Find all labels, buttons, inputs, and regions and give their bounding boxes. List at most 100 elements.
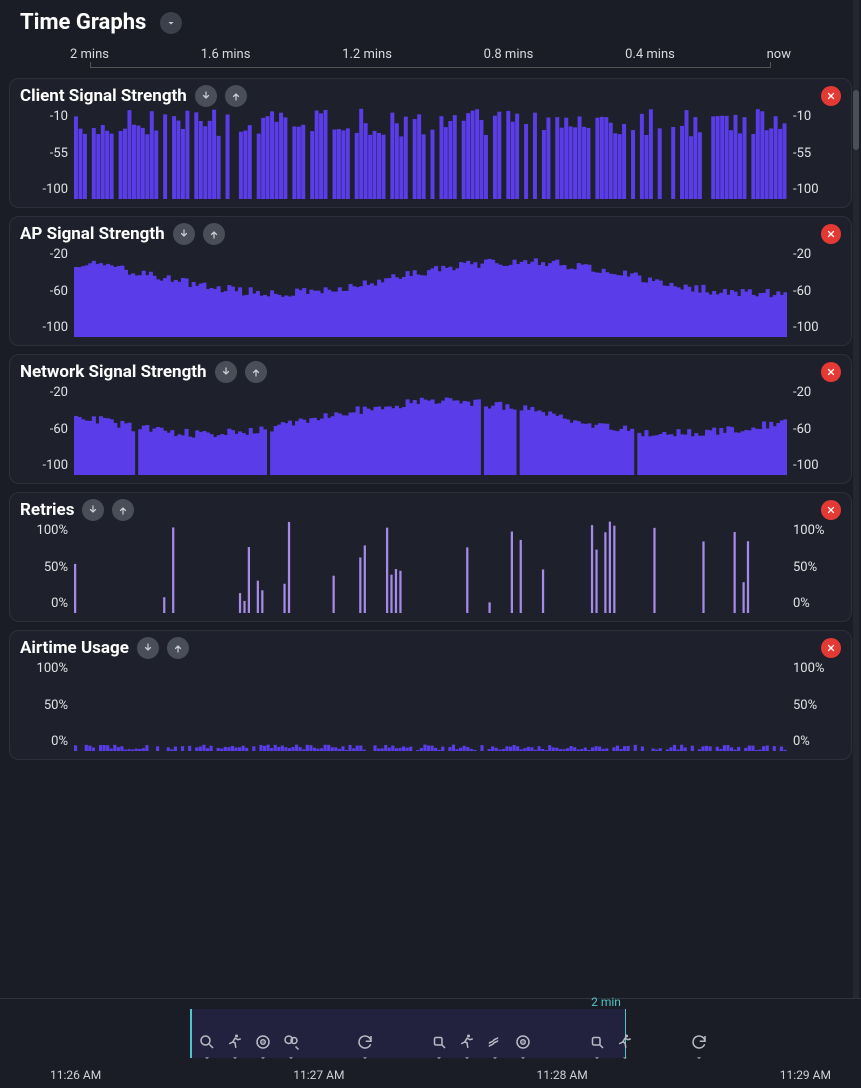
refresh-icon[interactable] — [354, 1031, 376, 1053]
move-down-button[interactable] — [82, 499, 104, 521]
y-tick: 50% — [20, 560, 68, 575]
move-up-button[interactable] — [167, 637, 189, 659]
panel-title: Airtime Usage — [20, 638, 129, 658]
search-globe-icon[interactable] — [196, 1031, 218, 1053]
chevron-down-icon — [224, 1053, 246, 1063]
move-down-button[interactable] — [195, 85, 217, 107]
y-tick: -20 — [20, 247, 68, 262]
close-panel-button[interactable] — [821, 638, 841, 658]
y-tick: 100% — [793, 523, 841, 538]
close-icon — [826, 91, 836, 101]
smoke-icon[interactable] — [484, 1031, 506, 1053]
timeline-track[interactable]: 2 min — [190, 1009, 831, 1058]
y-tick: -100 — [20, 182, 68, 197]
y-tick: -100 — [793, 182, 841, 197]
move-up-button[interactable] — [112, 499, 134, 521]
close-panel-button[interactable] — [821, 86, 841, 106]
y-tick: -100 — [793, 320, 841, 335]
timeline-tick: 11:28 AM — [537, 1068, 588, 1082]
chart-plot — [74, 245, 787, 337]
scrollbar[interactable] — [853, 0, 859, 998]
y-tick: -100 — [20, 458, 68, 473]
chart-plot — [74, 521, 787, 613]
timeline-tick: 11:27 AM — [293, 1068, 344, 1082]
chart-panel-retries: Retries 100% 50% 0% 100% 50% 0% — [9, 492, 852, 622]
ruler-tick: 0.4 mins — [625, 47, 675, 62]
timeline-tick: 11:26 AM — [50, 1068, 101, 1082]
y-tick: -55 — [20, 146, 68, 161]
close-panel-button[interactable] — [821, 500, 841, 520]
ruler-tick: 1.2 mins — [342, 47, 392, 62]
chart-plot — [74, 383, 787, 475]
chart-panel-airtime: Airtime Usage 100%50%0%100%50%0% — [9, 630, 852, 760]
y-tick: 100% — [20, 523, 68, 538]
chart-panel-network-signal: Network Signal Strength -20 -60 -100 -20 -60… — [9, 354, 852, 484]
time-ruler: 2 mins 1.6 mins 1.2 mins 0.8 mins 0.4 mi… — [20, 41, 841, 62]
chevron-down-icon — [252, 1053, 274, 1063]
chevron-down-icon — [196, 1053, 218, 1063]
y-tick: -60 — [793, 422, 841, 437]
search-cpu-icon[interactable] — [428, 1031, 450, 1053]
collapse-toggle[interactable] — [160, 12, 182, 34]
y-tick: 0% — [793, 596, 841, 611]
y-tick: -20 — [20, 385, 68, 400]
chevron-down-icon — [354, 1053, 376, 1063]
y-tick: 50% — [793, 698, 841, 713]
close-icon — [826, 643, 836, 653]
chevron-down-icon — [428, 1053, 450, 1063]
runner-icon[interactable] — [224, 1031, 246, 1053]
refresh-icon[interactable] — [688, 1031, 710, 1053]
close-panel-button[interactable] — [821, 362, 841, 382]
panel-title: Client Signal Strength — [20, 86, 187, 106]
target-icon[interactable] — [512, 1031, 534, 1053]
y-tick: -60 — [20, 422, 68, 437]
runner-icon[interactable] — [614, 1031, 636, 1053]
search-group-icon[interactable] — [280, 1031, 302, 1053]
close-icon — [826, 229, 836, 239]
chevron-down-icon — [512, 1053, 534, 1063]
y-tick: 0% — [20, 596, 68, 611]
ruler-tick: 0.8 mins — [484, 47, 534, 62]
ruler-tick: now — [767, 47, 791, 62]
chevron-down-icon — [586, 1053, 608, 1063]
close-icon — [826, 367, 836, 377]
timeline-footer: 2 min 11:26 AM 11:27 AM 11:28 AM 11:29 A… — [0, 998, 861, 1088]
chart-panel-ap-signal: AP Signal Strength -20-60-100-20-60-100 — [9, 216, 852, 346]
panel-title: Retries — [20, 500, 74, 520]
panel-title: AP Signal Strength — [20, 224, 165, 244]
close-panel-button[interactable] — [821, 224, 841, 244]
y-tick: -10 — [793, 109, 841, 124]
chart-plot — [74, 659, 787, 751]
move-down-button[interactable] — [137, 637, 159, 659]
chevron-down-icon — [614, 1053, 636, 1063]
y-tick: -100 — [793, 458, 841, 473]
chevron-down-icon — [456, 1053, 478, 1063]
chart-plot — [74, 107, 787, 199]
chevron-down-icon — [484, 1053, 506, 1063]
y-tick: 100% — [793, 661, 841, 676]
move-up-button[interactable] — [225, 85, 247, 107]
chevron-down-icon — [688, 1053, 710, 1063]
y-tick: -10 — [20, 109, 68, 124]
move-up-button[interactable] — [245, 361, 267, 383]
target-icon[interactable] — [252, 1031, 274, 1053]
scrollbar-thumb[interactable] — [853, 90, 859, 150]
close-icon — [826, 505, 836, 515]
page-title: Time Graphs — [20, 10, 146, 35]
y-tick: 50% — [20, 698, 68, 713]
move-down-button[interactable] — [215, 361, 237, 383]
timeline-tick: 11:29 AM — [780, 1068, 831, 1082]
y-tick: 0% — [793, 734, 841, 749]
runner-icon[interactable] — [456, 1031, 478, 1053]
y-tick: -100 — [20, 320, 68, 335]
chevron-down-icon — [165, 17, 177, 29]
y-tick: 50% — [793, 560, 841, 575]
search-cpu-icon[interactable] — [586, 1031, 608, 1053]
y-tick: 0% — [20, 734, 68, 749]
move-down-button[interactable] — [173, 223, 195, 245]
panel-title: Network Signal Strength — [20, 362, 207, 382]
timeline-selection-label: 2 min — [591, 995, 621, 1009]
y-tick: -60 — [20, 284, 68, 299]
y-tick: -20 — [793, 385, 841, 400]
move-up-button[interactable] — [203, 223, 225, 245]
